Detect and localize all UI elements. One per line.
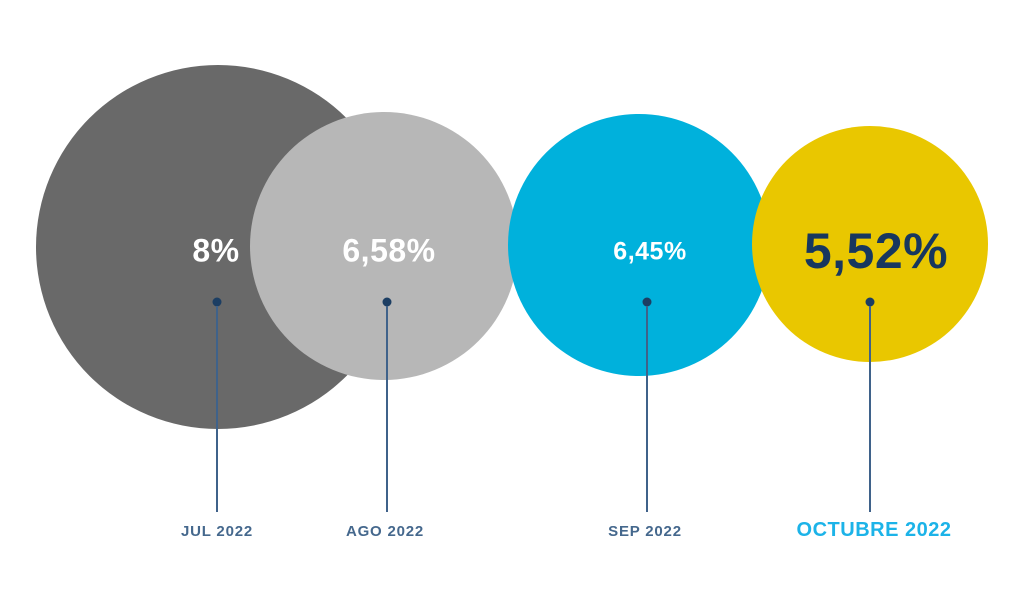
leader-line-ago-2022 [386,306,388,512]
month-label-sep-2022: SEP 2022 [608,523,682,540]
leader-dot-ago-2022 [382,297,392,307]
bubble-value-jul-2022: 8% [192,232,240,269]
bubble-value-ago-2022: 6,58% [342,232,436,269]
leader-dot-octubre-2022 [865,297,875,307]
month-label-ago-2022: AGO 2022 [345,523,425,540]
bubble-sep-2022 [508,114,770,376]
month-label-octubre-2022: OCTUBRE 2022 [796,519,952,541]
leader-line-jul-2022 [216,306,218,512]
leader-line-sep-2022 [646,306,648,512]
bubble-value-octubre-2022: 5,52% [803,223,949,279]
leader-line-octubre-2022 [869,306,871,512]
leader-dot-jul-2022 [212,297,222,307]
month-label-jul-2022: JUL 2022 [180,523,254,540]
bubble-value-sep-2022: 6,45% [613,237,687,266]
leader-dot-sep-2022 [642,297,652,307]
bubble-ago-2022 [250,112,518,380]
